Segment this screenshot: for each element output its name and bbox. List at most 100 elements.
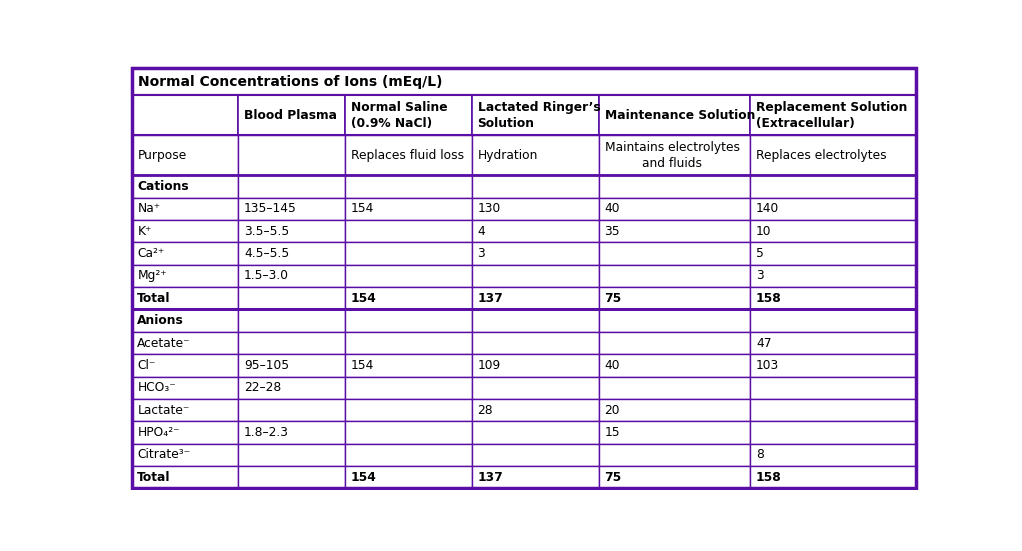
Text: 137: 137: [477, 471, 503, 484]
Text: Total: Total: [137, 471, 171, 484]
Text: 154: 154: [351, 291, 376, 305]
Bar: [750, 422, 916, 444]
Bar: [345, 175, 472, 198]
Bar: [599, 135, 750, 175]
Bar: [472, 264, 599, 287]
Text: Lactate⁻: Lactate⁻: [137, 404, 190, 417]
Bar: [599, 309, 750, 332]
Bar: [345, 444, 472, 466]
Text: Cl⁻: Cl⁻: [137, 359, 155, 372]
Bar: [238, 377, 345, 399]
Text: Maintenance Solution: Maintenance Solution: [605, 109, 755, 122]
Text: 158: 158: [756, 291, 782, 305]
Text: 3: 3: [477, 247, 485, 260]
Bar: [750, 332, 916, 354]
Bar: [132, 135, 238, 175]
Text: 1.5–3.0: 1.5–3.0: [244, 269, 289, 282]
Text: Acetate⁻: Acetate⁻: [137, 337, 191, 350]
Bar: [238, 175, 345, 198]
Text: 154: 154: [351, 471, 376, 484]
Text: 140: 140: [756, 202, 779, 215]
Text: 40: 40: [605, 202, 620, 215]
Bar: [132, 422, 238, 444]
Text: 109: 109: [477, 359, 501, 372]
Text: 40: 40: [605, 359, 620, 372]
Bar: [472, 399, 599, 422]
Bar: [599, 466, 750, 488]
Bar: [238, 220, 345, 242]
Bar: [345, 399, 472, 422]
Bar: [599, 422, 750, 444]
Text: Anions: Anions: [137, 314, 184, 327]
Bar: [238, 332, 345, 354]
Text: Maintains electrolytes
and fluids: Maintains electrolytes and fluids: [605, 141, 740, 170]
Bar: [599, 399, 750, 422]
Text: 75: 75: [605, 471, 621, 484]
Bar: [599, 198, 750, 220]
Text: Cations: Cations: [137, 180, 189, 193]
Bar: [750, 309, 916, 332]
Bar: [599, 242, 750, 264]
Text: 3: 3: [756, 269, 763, 282]
Bar: [599, 332, 750, 354]
Bar: [472, 332, 599, 354]
Bar: [132, 399, 238, 422]
Bar: [132, 175, 238, 198]
Bar: [345, 287, 472, 309]
Text: 154: 154: [351, 359, 374, 372]
Bar: [472, 287, 599, 309]
Bar: [472, 95, 599, 135]
Bar: [472, 354, 599, 377]
Bar: [345, 332, 472, 354]
Bar: [132, 377, 238, 399]
Bar: [472, 309, 599, 332]
Text: 154: 154: [351, 202, 374, 215]
Text: Na⁺: Na⁺: [137, 202, 160, 215]
Text: Total: Total: [137, 291, 171, 305]
Text: 75: 75: [605, 291, 621, 305]
Text: Purpose: Purpose: [137, 149, 186, 161]
Bar: [345, 264, 472, 287]
Bar: [238, 466, 345, 488]
Bar: [345, 309, 472, 332]
Text: 35: 35: [605, 225, 620, 237]
Bar: [599, 354, 750, 377]
Text: 4.5–5.5: 4.5–5.5: [244, 247, 289, 260]
Bar: [132, 332, 238, 354]
Bar: [750, 466, 916, 488]
Text: HPO₄²⁻: HPO₄²⁻: [137, 426, 180, 439]
Bar: [472, 242, 599, 264]
Text: 137: 137: [477, 291, 503, 305]
Bar: [472, 466, 599, 488]
Text: HCO₃⁻: HCO₃⁻: [137, 381, 176, 395]
Text: K⁺: K⁺: [137, 225, 151, 237]
Bar: [345, 422, 472, 444]
Text: Normal Saline
(0.9% NaCl): Normal Saline (0.9% NaCl): [351, 101, 448, 130]
Text: 95–105: 95–105: [244, 359, 289, 372]
Bar: [132, 198, 238, 220]
Text: 15: 15: [605, 426, 620, 439]
Bar: [472, 198, 599, 220]
Text: 158: 158: [756, 471, 782, 484]
Text: 5: 5: [756, 247, 763, 260]
Bar: [238, 422, 345, 444]
Bar: [238, 264, 345, 287]
Bar: [132, 309, 238, 332]
Bar: [750, 287, 916, 309]
Bar: [238, 309, 345, 332]
Bar: [472, 444, 599, 466]
Bar: [750, 354, 916, 377]
Bar: [238, 95, 345, 135]
Bar: [750, 242, 916, 264]
Bar: [599, 220, 750, 242]
Bar: [472, 377, 599, 399]
Bar: [238, 198, 345, 220]
Bar: [599, 264, 750, 287]
Bar: [750, 220, 916, 242]
Bar: [238, 354, 345, 377]
Bar: [238, 287, 345, 309]
Bar: [750, 377, 916, 399]
Bar: [599, 444, 750, 466]
Text: 3.5–5.5: 3.5–5.5: [244, 225, 289, 237]
Bar: [472, 135, 599, 175]
